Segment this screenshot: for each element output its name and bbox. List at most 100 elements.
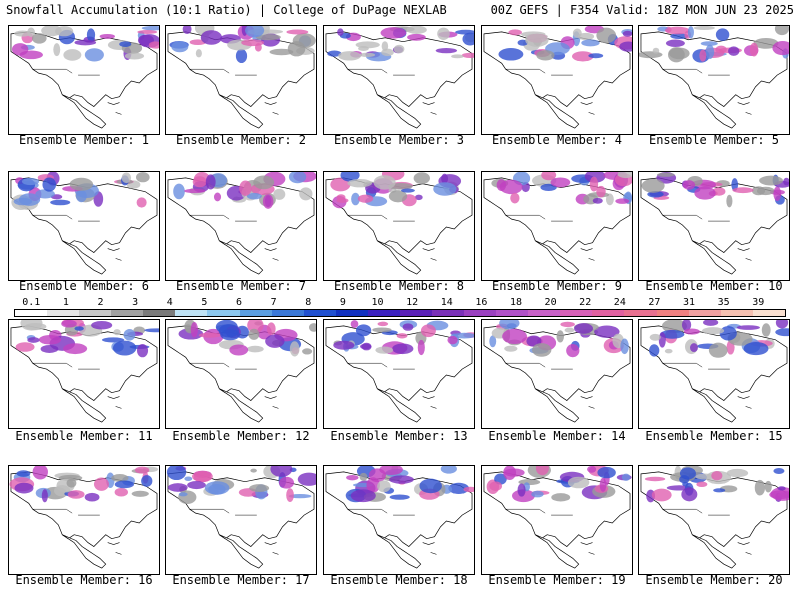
map-svg	[166, 172, 316, 280]
map-svg	[324, 320, 474, 428]
colorbar-tick-label: 0.1	[22, 297, 41, 308]
colorbar-swatch	[688, 310, 721, 316]
colorbar-swatch	[175, 310, 208, 316]
ensemble-member-label: Ensemble Member: 4	[491, 133, 623, 147]
colorbar-swatch	[399, 310, 433, 316]
colorbar-swatch	[111, 310, 144, 316]
colorbar-swatch	[528, 310, 561, 316]
ensemble-member-label: Ensemble Member: 6	[18, 279, 150, 293]
ensemble-member-map	[481, 25, 633, 135]
ensemble-member-label: Ensemble Member: 8	[333, 279, 465, 293]
colorbar-swatch	[367, 310, 400, 316]
map-svg	[166, 466, 316, 574]
colorbar-swatch	[432, 310, 465, 316]
map-svg	[166, 26, 316, 134]
ensemble-member-label: Ensemble Member: 18	[330, 573, 468, 587]
map-svg	[639, 26, 789, 134]
ensemble-member-label: Ensemble Member: 7	[175, 279, 307, 293]
colorbar-tick-label: 7	[270, 297, 277, 308]
colorbar-swatch	[303, 310, 336, 316]
ensemble-member-map	[323, 319, 475, 429]
colorbar-tick-label: 18	[509, 297, 522, 308]
colorbar-swatch	[207, 310, 240, 316]
run-valid-time: 00Z GEFS | F354 Valid: 18Z MON JUN 23 20…	[490, 3, 794, 17]
colorbar-tick-label: 3	[132, 297, 139, 308]
ensemble-member-map	[165, 171, 317, 281]
ensemble-member-map	[8, 319, 160, 429]
colorbar-tick-label: 16	[475, 297, 488, 308]
ensemble-member-label: Ensemble Member: 10	[645, 279, 783, 293]
map-svg	[482, 320, 632, 428]
ensemble-member-map	[638, 25, 790, 135]
ensemble-member-map	[638, 465, 790, 575]
map-svg	[639, 466, 789, 574]
colorbar-tick-label: 6	[236, 297, 243, 308]
ensemble-member-map	[638, 319, 790, 429]
map-svg	[9, 172, 159, 280]
colorbar-swatch	[624, 310, 657, 316]
map-svg	[482, 26, 632, 134]
ensemble-member-label: Ensemble Member: 14	[488, 429, 626, 443]
ensemble-member-label: Ensemble Member: 1	[18, 133, 150, 147]
map-svg	[9, 466, 159, 574]
colorbar-tick-label: 39	[752, 297, 765, 308]
ensemble-member-label: Ensemble Member: 3	[333, 133, 465, 147]
ensemble-member-label: Ensemble Member: 16	[15, 573, 153, 587]
colorbar-tick-label: 22	[579, 297, 592, 308]
colorbar-swatch	[271, 310, 304, 316]
colorbar-tick-label: 5	[201, 297, 208, 308]
colorbar-swatch	[79, 310, 112, 316]
ensemble-member-map	[323, 171, 475, 281]
colorbar-swatch	[239, 310, 272, 316]
ensemble-member-label: Ensemble Member: 15	[645, 429, 783, 443]
ensemble-member-map	[8, 465, 160, 575]
colorbar-tick-label: 27	[648, 297, 661, 308]
ensemble-member-map	[8, 25, 160, 135]
ensemble-member-map	[481, 171, 633, 281]
colorbar-tick-label: 2	[97, 297, 104, 308]
colorbar-swatch	[656, 310, 689, 316]
map-svg	[482, 172, 632, 280]
map-title: Snowfall Accumulation (10:1 Ratio) | Col…	[6, 3, 447, 17]
ensemble-member-map	[481, 319, 633, 429]
colorbar-tick-label: 12	[406, 297, 419, 308]
colorbar-tick-label: 31	[683, 297, 696, 308]
ensemble-member-label: Ensemble Member: 5	[648, 133, 780, 147]
colorbar-swatch	[47, 310, 80, 316]
map-svg	[639, 320, 789, 428]
ensemble-member-map	[165, 25, 317, 135]
colorbar-labels: 0.1 1 2 3 4 5 6 7 8 9 10 12 14 16 18 20 22 24 27 31 35 39	[14, 297, 786, 309]
colorbar-swatch	[560, 310, 593, 316]
ensemble-member-label: Ensemble Member: 13	[330, 429, 468, 443]
map-svg	[324, 466, 474, 574]
colorbar-tick-label: 4	[166, 297, 173, 308]
ensemble-member-label: Ensemble Member: 12	[172, 429, 310, 443]
colorbar-tick-label: 24	[613, 297, 626, 308]
map-svg	[639, 172, 789, 280]
colorbar-swatch	[592, 310, 625, 316]
colorbar-tick-label: 1	[62, 297, 69, 308]
map-svg	[9, 26, 159, 134]
map-svg	[324, 172, 474, 280]
ensemble-member-label: Ensemble Member: 19	[488, 573, 626, 587]
snowfall-colorbar	[14, 309, 786, 317]
map-svg	[9, 320, 159, 428]
ensemble-member-map	[165, 465, 317, 575]
ensemble-member-label: Ensemble Member: 17	[172, 573, 310, 587]
colorbar-tick-label: 8	[305, 297, 312, 308]
ensemble-member-map	[165, 319, 317, 429]
ensemble-member-label: Ensemble Member: 9	[491, 279, 623, 293]
colorbar-swatch	[335, 310, 368, 316]
colorbar-swatch	[15, 310, 48, 316]
colorbar-swatch	[752, 310, 785, 316]
colorbar-swatch	[143, 310, 176, 316]
colorbar-tick-label: 9	[339, 297, 346, 308]
colorbar-tick-label: 20	[544, 297, 557, 308]
colorbar-tick-label: 35	[717, 297, 730, 308]
ensemble-member-map	[323, 25, 475, 135]
ensemble-member-map	[638, 171, 790, 281]
colorbar-swatch	[464, 310, 497, 316]
ensemble-member-map	[8, 171, 160, 281]
ensemble-member-map	[323, 465, 475, 575]
ensemble-member-label: Ensemble Member: 2	[175, 133, 307, 147]
